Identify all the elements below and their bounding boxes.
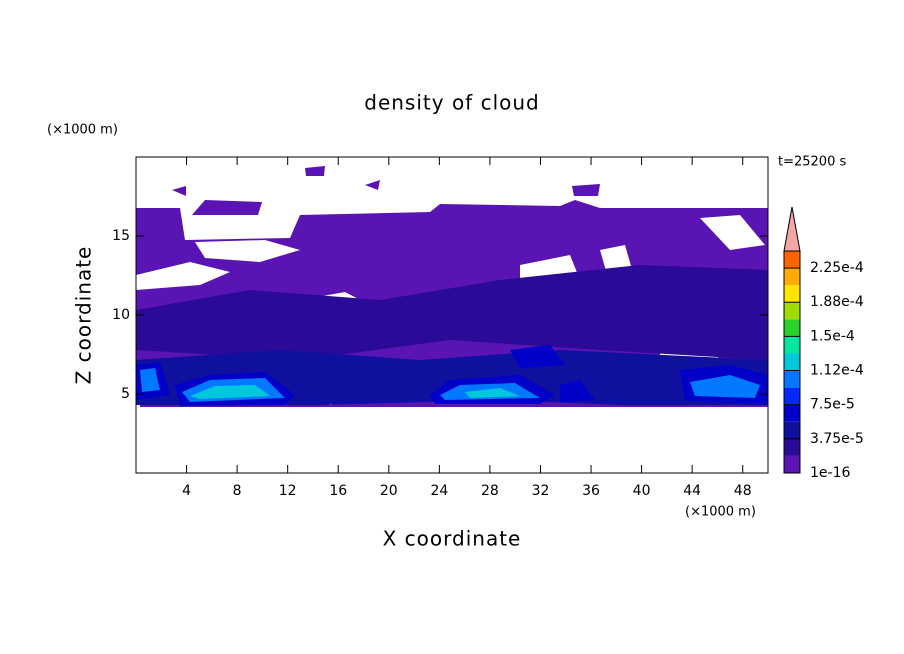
colorbar-label: 1.5e-4 [810,328,855,344]
colorbar-bin [784,251,800,269]
colorbar-label: 1e-16 [810,465,850,481]
y-tick-label: 5 [121,386,130,402]
contour-region [136,265,768,360]
x-unit: (×1000 m) [685,505,756,520]
contour-gap [136,215,765,407]
x-tick-label: 48 [734,483,752,499]
contour-region [190,385,520,399]
contour-gap [136,407,768,473]
colorbar-label: 2.25e-4 [810,260,864,276]
colorbar-bin [784,319,800,337]
x-tick-label: 16 [329,483,347,499]
colorbar-extend [783,206,801,252]
colorbar-bin [784,421,800,439]
x-tick-label: 40 [633,483,651,499]
time-label: t=25200 s [778,155,846,170]
x-tick-label: 28 [481,483,499,499]
colorbar-bin [784,387,800,405]
x-tick-label: 44 [683,483,701,499]
x-tick-label: 24 [430,483,448,499]
chart-title: density of cloud [364,91,539,115]
y-axis-label: Z coordinate [72,246,96,385]
colorbar-bin [784,438,800,456]
colorbar-bin [784,370,800,388]
contour-region [172,166,600,215]
colorbar-bin [784,268,800,286]
contour-field [136,166,768,473]
colorbar-bin [784,285,800,303]
colorbar-label: 1.88e-4 [810,294,864,310]
x-tick-label: 32 [532,483,550,499]
x-tick-label: 8 [233,483,242,499]
y-tick-label: 10 [112,307,130,323]
x-tick-label: 12 [279,483,297,499]
y-unit: (×1000 m) [47,123,118,138]
x-tick-label: 36 [582,483,600,499]
colorbar-bin [784,455,800,473]
colorbar-bin [784,336,800,354]
colorbar-label: 7.5e-5 [810,397,855,413]
contour-region [136,350,768,405]
colorbar-label: 1.12e-4 [810,363,864,379]
x-tick-label: 4 [182,483,191,499]
y-tick-label: 15 [112,228,130,244]
colorbar-bin [784,404,800,422]
x-tick-label: 20 [380,483,398,499]
x-axis-label: X coordinate [383,527,522,551]
colorbar-label: 3.75e-5 [810,431,864,447]
colorbar-bin [784,353,800,371]
colorbar-bin [784,302,800,320]
